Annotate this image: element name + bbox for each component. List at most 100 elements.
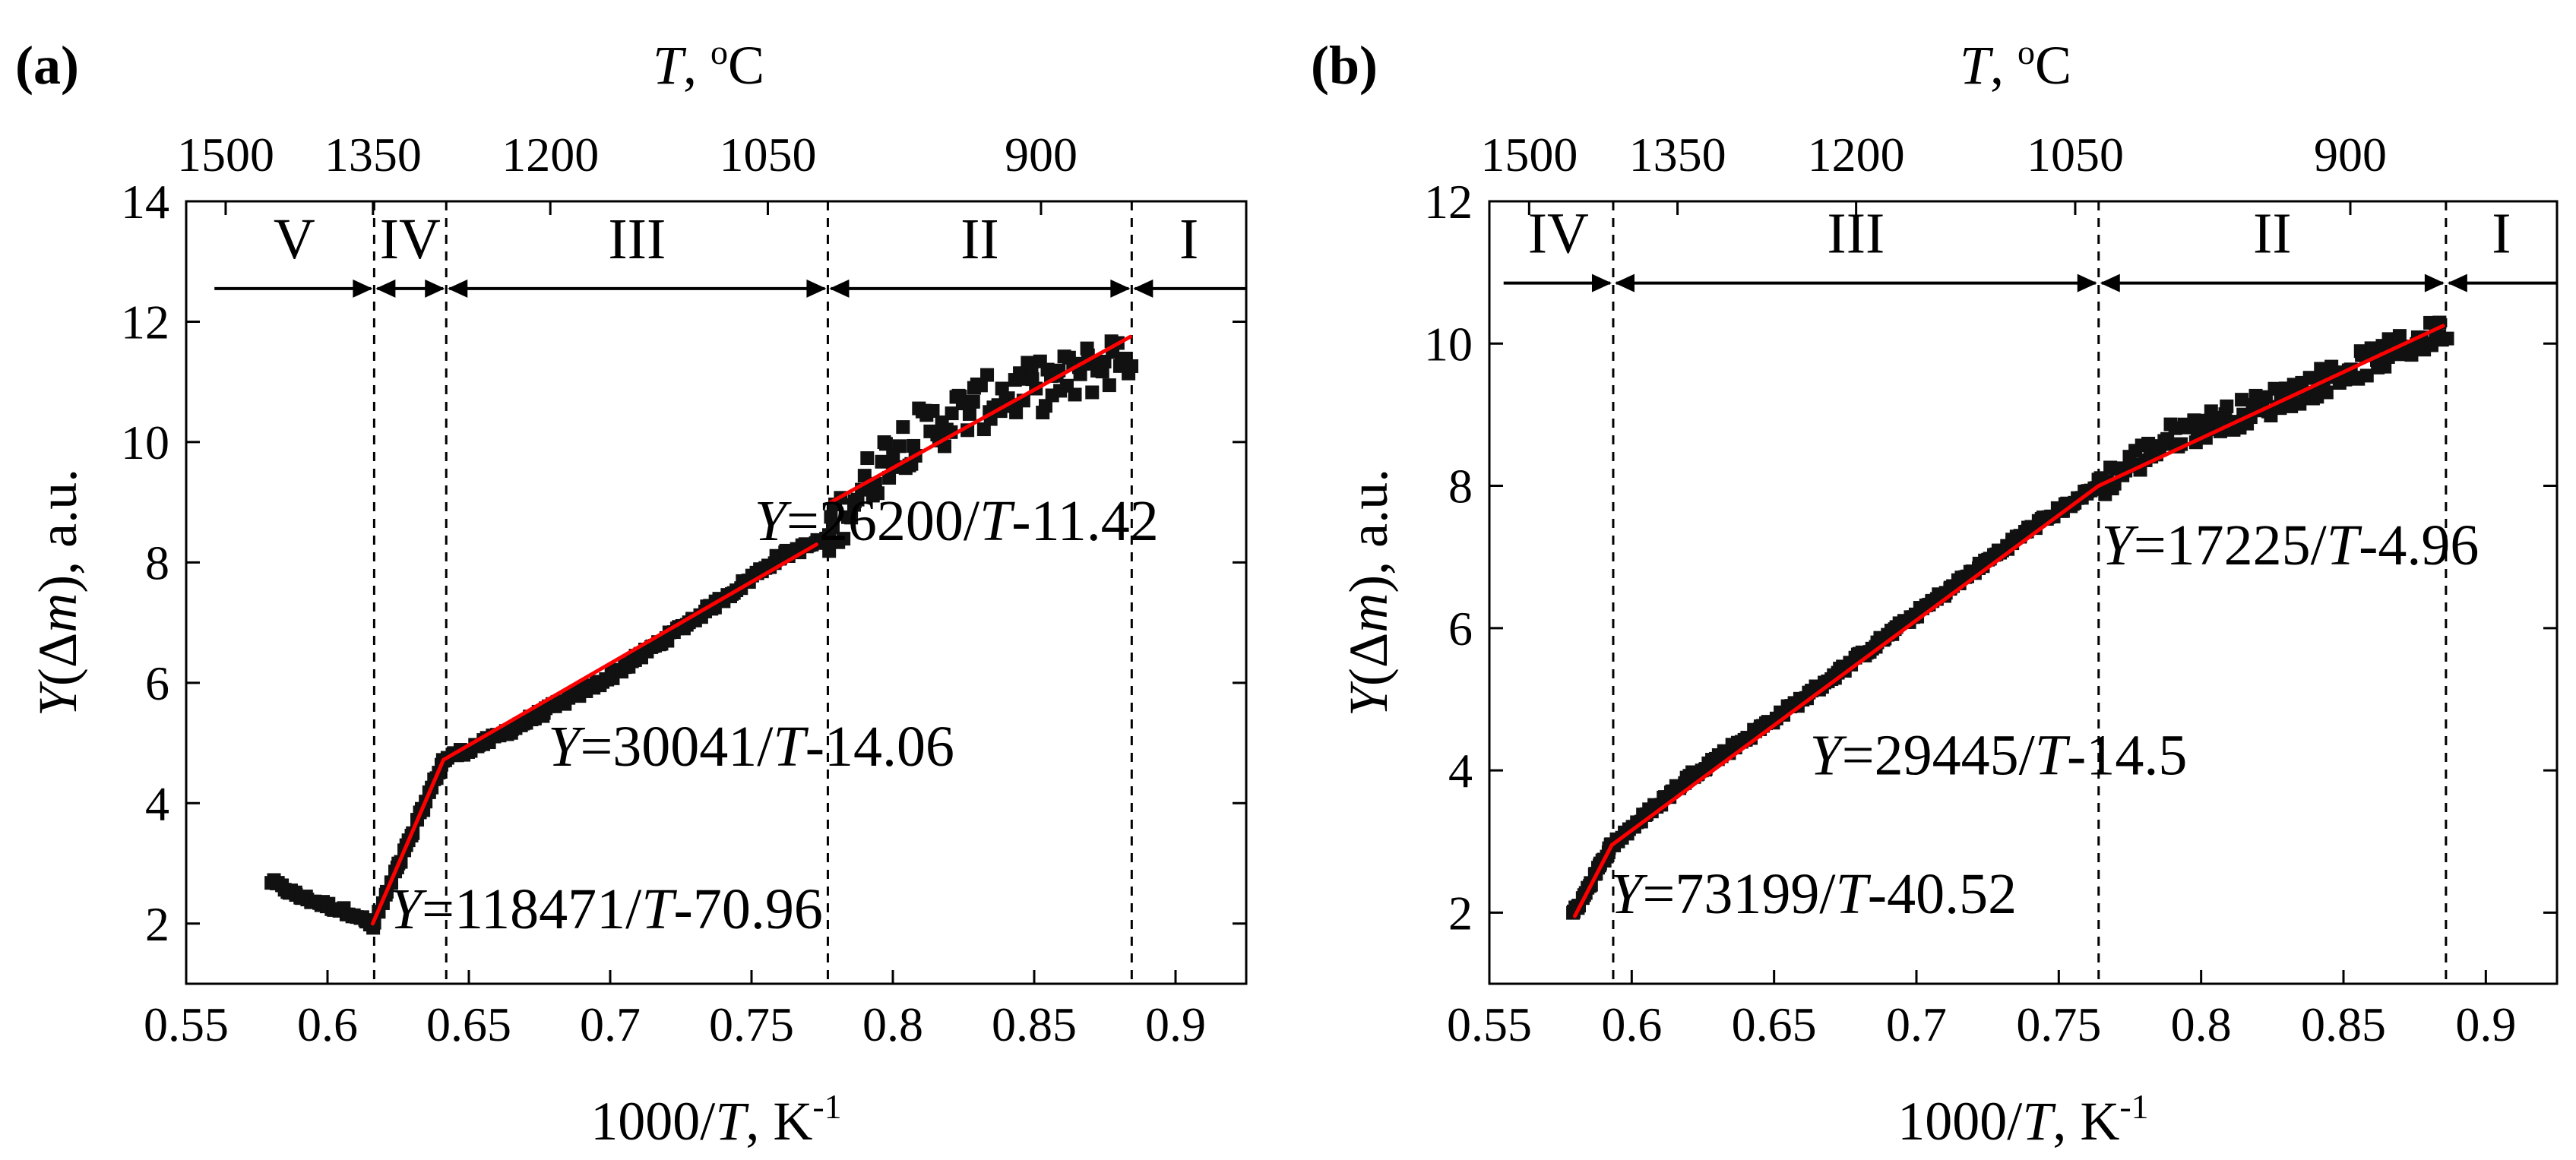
data-point bbox=[857, 469, 872, 483]
arrow-head bbox=[2424, 273, 2445, 292]
top-tick-label: 900 bbox=[1005, 128, 1078, 182]
region-label: V bbox=[274, 207, 315, 271]
top-tick-label: 1050 bbox=[2027, 128, 2124, 182]
data-point bbox=[2440, 331, 2454, 346]
arrow-head bbox=[353, 279, 373, 298]
data-point bbox=[860, 451, 875, 466]
data-points bbox=[1566, 315, 2454, 920]
data-point bbox=[926, 403, 940, 418]
x-tick-label: 0.7 bbox=[580, 997, 641, 1051]
data-point bbox=[2220, 399, 2234, 413]
data-point bbox=[1009, 405, 1024, 419]
data-point bbox=[2314, 362, 2328, 376]
fit-line bbox=[371, 757, 446, 926]
data-point bbox=[945, 406, 959, 421]
region-label: IV bbox=[380, 207, 441, 271]
data-point bbox=[882, 470, 897, 485]
fit-equation: Y=30041/T-14.06 bbox=[548, 715, 954, 779]
plot-frame bbox=[1488, 200, 2559, 985]
arrow-head bbox=[1133, 279, 1154, 298]
arrow-head bbox=[2100, 273, 2120, 292]
x-tick-label: 0.6 bbox=[1601, 997, 1662, 1051]
top-axis-title: T, oC bbox=[653, 33, 764, 96]
top-tick-label: 1350 bbox=[1629, 128, 1726, 182]
arrow-head bbox=[829, 279, 850, 298]
data-point bbox=[1038, 399, 1052, 413]
panel-label: (b) bbox=[1311, 35, 1378, 96]
plot-frame bbox=[185, 200, 1248, 985]
top-tick-label: 1350 bbox=[324, 128, 422, 182]
data-point bbox=[1073, 367, 1087, 381]
y-tick-label: 10 bbox=[1424, 317, 1473, 371]
x-tick-label: 0.8 bbox=[862, 997, 923, 1051]
y-tick-label: 12 bbox=[121, 295, 169, 349]
region-label: IV bbox=[1528, 202, 1589, 266]
data-point bbox=[1085, 385, 1100, 400]
top-tick-label: 1200 bbox=[1808, 128, 1905, 182]
data-point bbox=[875, 454, 889, 469]
region-label: II bbox=[960, 207, 999, 271]
fit-equation: Y=17225/T-4.96 bbox=[2102, 514, 2479, 577]
data-point bbox=[2319, 385, 2334, 400]
x-tick-label: 0.9 bbox=[1145, 997, 1206, 1051]
x-axis-title: 1000/T, K-1 bbox=[1897, 1087, 2148, 1152]
fit-equation: Y=26200/T-11.42 bbox=[755, 489, 1159, 553]
x-tick-label: 0.9 bbox=[2455, 997, 2516, 1051]
fit-equation: Y=118471/T-70.96 bbox=[390, 877, 823, 941]
y-tick-label: 6 bbox=[145, 656, 169, 710]
y-tick-label: 8 bbox=[1448, 460, 1473, 514]
x-axis-title: 1000/T, K-1 bbox=[590, 1087, 841, 1152]
top-tick-label: 1200 bbox=[502, 128, 599, 182]
fit-equation: Y=73199/T-40.52 bbox=[1610, 862, 2017, 926]
y-axis-title: Y(Δm), a.u. bbox=[1338, 469, 1399, 716]
fit-line bbox=[2097, 324, 2445, 488]
data-point bbox=[825, 520, 840, 535]
data-point bbox=[973, 378, 988, 393]
x-tick-label: 0.75 bbox=[2016, 997, 2101, 1051]
arrow-head bbox=[806, 279, 827, 298]
arrow-head bbox=[425, 279, 445, 298]
arrow-head bbox=[448, 279, 468, 298]
y-tick-label: 8 bbox=[145, 536, 169, 589]
data-point bbox=[2204, 404, 2218, 419]
x-tick-label: 0.65 bbox=[1732, 997, 1817, 1051]
data-point bbox=[824, 510, 838, 524]
x-tick-label: 0.55 bbox=[1447, 997, 1532, 1051]
panel-label: (a) bbox=[15, 35, 79, 96]
data-point bbox=[980, 368, 995, 382]
region-label: III bbox=[608, 207, 666, 271]
y-tick-label: 6 bbox=[1448, 602, 1473, 656]
data-point bbox=[878, 437, 893, 451]
x-tick-label: 0.75 bbox=[709, 997, 794, 1051]
arrow-head bbox=[1614, 273, 1635, 292]
data-point bbox=[896, 420, 910, 435]
arrow-head bbox=[1110, 279, 1131, 298]
x-tick-label: 0.6 bbox=[297, 997, 358, 1051]
region-label: I bbox=[2492, 202, 2511, 266]
data-point bbox=[2235, 393, 2249, 407]
x-tick-label: 0.65 bbox=[426, 997, 511, 1051]
fit-line bbox=[1572, 842, 1614, 918]
fit-line bbox=[828, 334, 1132, 504]
data-point bbox=[837, 532, 851, 546]
y-tick-label: 14 bbox=[121, 175, 169, 229]
y-tick-label: 4 bbox=[1448, 744, 1473, 798]
data-point bbox=[1102, 378, 1116, 393]
data-point bbox=[966, 394, 980, 409]
data-point bbox=[2392, 329, 2407, 343]
fit-equation: Y=29445/T-14.5 bbox=[1810, 723, 2188, 787]
fit-line bbox=[1609, 484, 2101, 847]
panel-a: (a) 0.55 0.6 0.65 0.7 0.75 0.8 0.85 0.9 2 4 6 8 10 12 1… bbox=[15, 33, 1248, 1152]
top-axis-title: T, oC bbox=[1960, 33, 2071, 96]
fit-line bbox=[441, 542, 819, 762]
y-tick-label: 2 bbox=[145, 897, 169, 951]
top-tick-label: 1500 bbox=[177, 128, 274, 182]
top-tick-label: 1500 bbox=[1480, 128, 1578, 182]
y-tick-label: 2 bbox=[1448, 886, 1473, 940]
data-point bbox=[870, 486, 885, 501]
data-point bbox=[955, 397, 970, 411]
data-point bbox=[844, 510, 859, 525]
data-point bbox=[1125, 359, 1139, 373]
data-point bbox=[976, 422, 991, 437]
